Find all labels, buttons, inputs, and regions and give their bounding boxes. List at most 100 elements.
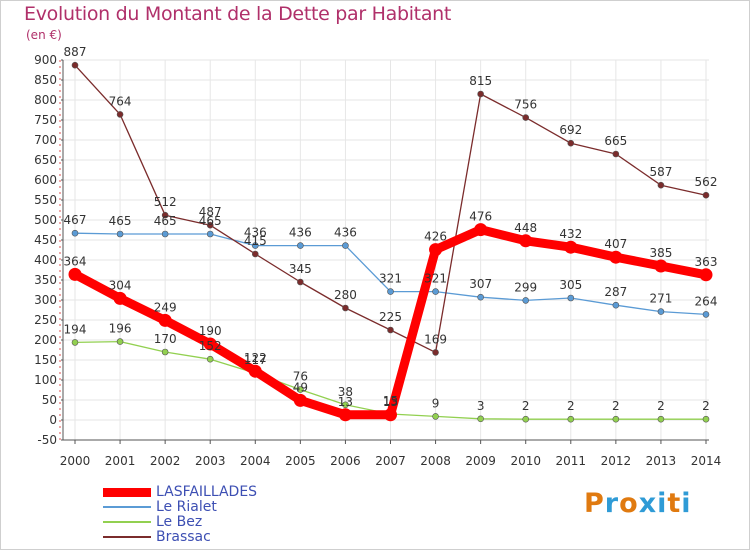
data-label-lasfaillades: 448 [514, 221, 537, 235]
data-point-le-bez [702, 415, 710, 423]
data-point-lasfaillades [113, 291, 127, 305]
data-label-le-bez: 15 [383, 394, 398, 408]
data-point-lasfaillades [519, 234, 533, 248]
x-tick-label: 2000 [60, 454, 91, 468]
y-tick-label: 350 [34, 273, 57, 287]
x-tick-label: 2013 [646, 454, 677, 468]
data-point-lasfaillades [384, 408, 397, 422]
data-label-brassac: 764 [109, 94, 132, 108]
data-label-brassac: 280 [334, 288, 357, 302]
data-label-le-rialet: 465 [109, 214, 132, 228]
x-tick-label: 2010 [510, 454, 541, 468]
data-point-le-bez [297, 386, 304, 393]
legend-item-le-bez: Le Bez [103, 514, 203, 530]
x-tick-label: 2008 [420, 454, 451, 468]
data-point-brassac [116, 111, 124, 118]
data-point-le-rialet [432, 288, 439, 295]
x-tick-label: 2011 [556, 454, 587, 468]
data-label-brassac: 815 [469, 74, 492, 88]
data-point-le-rialet [702, 311, 710, 318]
data-point-lasfaillades [68, 267, 82, 281]
y-tick-label: 900 [34, 53, 57, 67]
data-label-le-bez: 2 [612, 399, 620, 413]
data-point-brassac [206, 221, 214, 229]
data-label-le-rialet: 321 [424, 272, 447, 286]
y-tick-label: 550 [34, 193, 57, 207]
legend-item-le-rialet: Le Rialet [103, 499, 217, 515]
data-point-le-bez [342, 401, 349, 409]
data-point-brassac [342, 304, 349, 312]
data-point-brassac [702, 191, 710, 199]
data-point-le-rialet [387, 288, 394, 295]
data-label-brassac: 345 [289, 262, 312, 276]
data-label-lasfaillades: 190 [199, 324, 222, 338]
data-point-brassac [657, 181, 665, 189]
data-label-le-rialet: 436 [244, 226, 267, 240]
data-label-brassac: 512 [154, 195, 177, 209]
logo-letter: t [667, 488, 682, 519]
data-label-le-bez: 196 [109, 322, 132, 336]
data-point-le-rialet [342, 242, 349, 249]
data-label-le-bez: 194 [64, 322, 87, 336]
y-tick-label: -50 [37, 433, 57, 447]
data-label-le-bez: 170 [154, 332, 177, 346]
data-point-le-rialet [657, 308, 665, 315]
data-point-lasfaillades [654, 259, 668, 273]
y-tick-label: 450 [34, 233, 57, 247]
data-point-brassac [567, 139, 575, 147]
data-point-le-rialet [522, 297, 530, 304]
y-tick-label: 400 [34, 253, 57, 267]
data-label-le-bez: 152 [199, 339, 222, 353]
data-point-le-bez [161, 348, 169, 356]
data-point-lasfaillades [158, 313, 172, 327]
data-label-le-rialet: 287 [604, 285, 627, 299]
data-label-lasfaillades: 364 [64, 254, 87, 268]
data-label-le-bez: 76 [293, 370, 308, 384]
y-tick-label: 800 [34, 93, 57, 107]
data-point-lasfaillades [564, 240, 578, 254]
data-point-le-bez [477, 415, 484, 423]
data-point-brassac [477, 90, 484, 98]
x-tick-label: 2012 [601, 454, 632, 468]
data-point-le-rialet [297, 242, 304, 249]
data-label-lasfaillades: 426 [424, 230, 447, 244]
data-label-le-rialet: 307 [469, 277, 492, 291]
legend-swatch [103, 536, 151, 538]
data-point-lasfaillades [699, 268, 713, 282]
data-label-le-bez: 2 [702, 399, 710, 413]
data-label-lasfaillades: 249 [154, 300, 177, 314]
data-label-le-bez: 117 [244, 353, 267, 367]
x-tick-label: 2014 [691, 454, 722, 468]
data-point-le-rialet [567, 294, 575, 302]
data-label-lasfaillades: 407 [604, 237, 627, 251]
data-label-lasfaillades: 13 [383, 395, 398, 409]
data-point-lasfaillades [429, 243, 443, 257]
logo-letter: i [681, 488, 692, 519]
legend-label: Le Rialet [156, 499, 217, 515]
data-point-le-bez [567, 415, 575, 423]
data-label-le-rialet: 436 [289, 226, 312, 240]
data-point-lasfaillades [609, 250, 623, 264]
y-tick-label: 100 [34, 373, 57, 387]
data-label-le-rialet: 271 [649, 292, 672, 306]
data-point-brassac [161, 211, 169, 219]
data-point-le-rialet [116, 230, 124, 238]
data-point-brassac [522, 114, 530, 121]
data-label-lasfaillades: 49 [293, 380, 308, 394]
legend-label: Le Bez [156, 514, 203, 530]
data-label-lasfaillades: 122 [244, 351, 267, 365]
data-point-brassac [71, 61, 79, 69]
legend-swatch [103, 521, 151, 523]
logo-letter: x [638, 488, 658, 519]
logo-letter: o [619, 488, 639, 519]
data-point-lasfaillades [203, 337, 217, 351]
data-point-le-bez [612, 415, 620, 423]
data-point-le-rialet [251, 242, 259, 249]
data-label-le-bez: 38 [338, 385, 353, 399]
legend-label: Brassac [156, 529, 211, 545]
data-point-lasfaillades [474, 223, 488, 237]
data-label-le-rialet: 467 [64, 213, 87, 227]
y-tick-label: 50 [42, 393, 57, 407]
data-label-brassac: 415 [244, 234, 267, 248]
data-label-le-rialet: 264 [695, 294, 718, 308]
